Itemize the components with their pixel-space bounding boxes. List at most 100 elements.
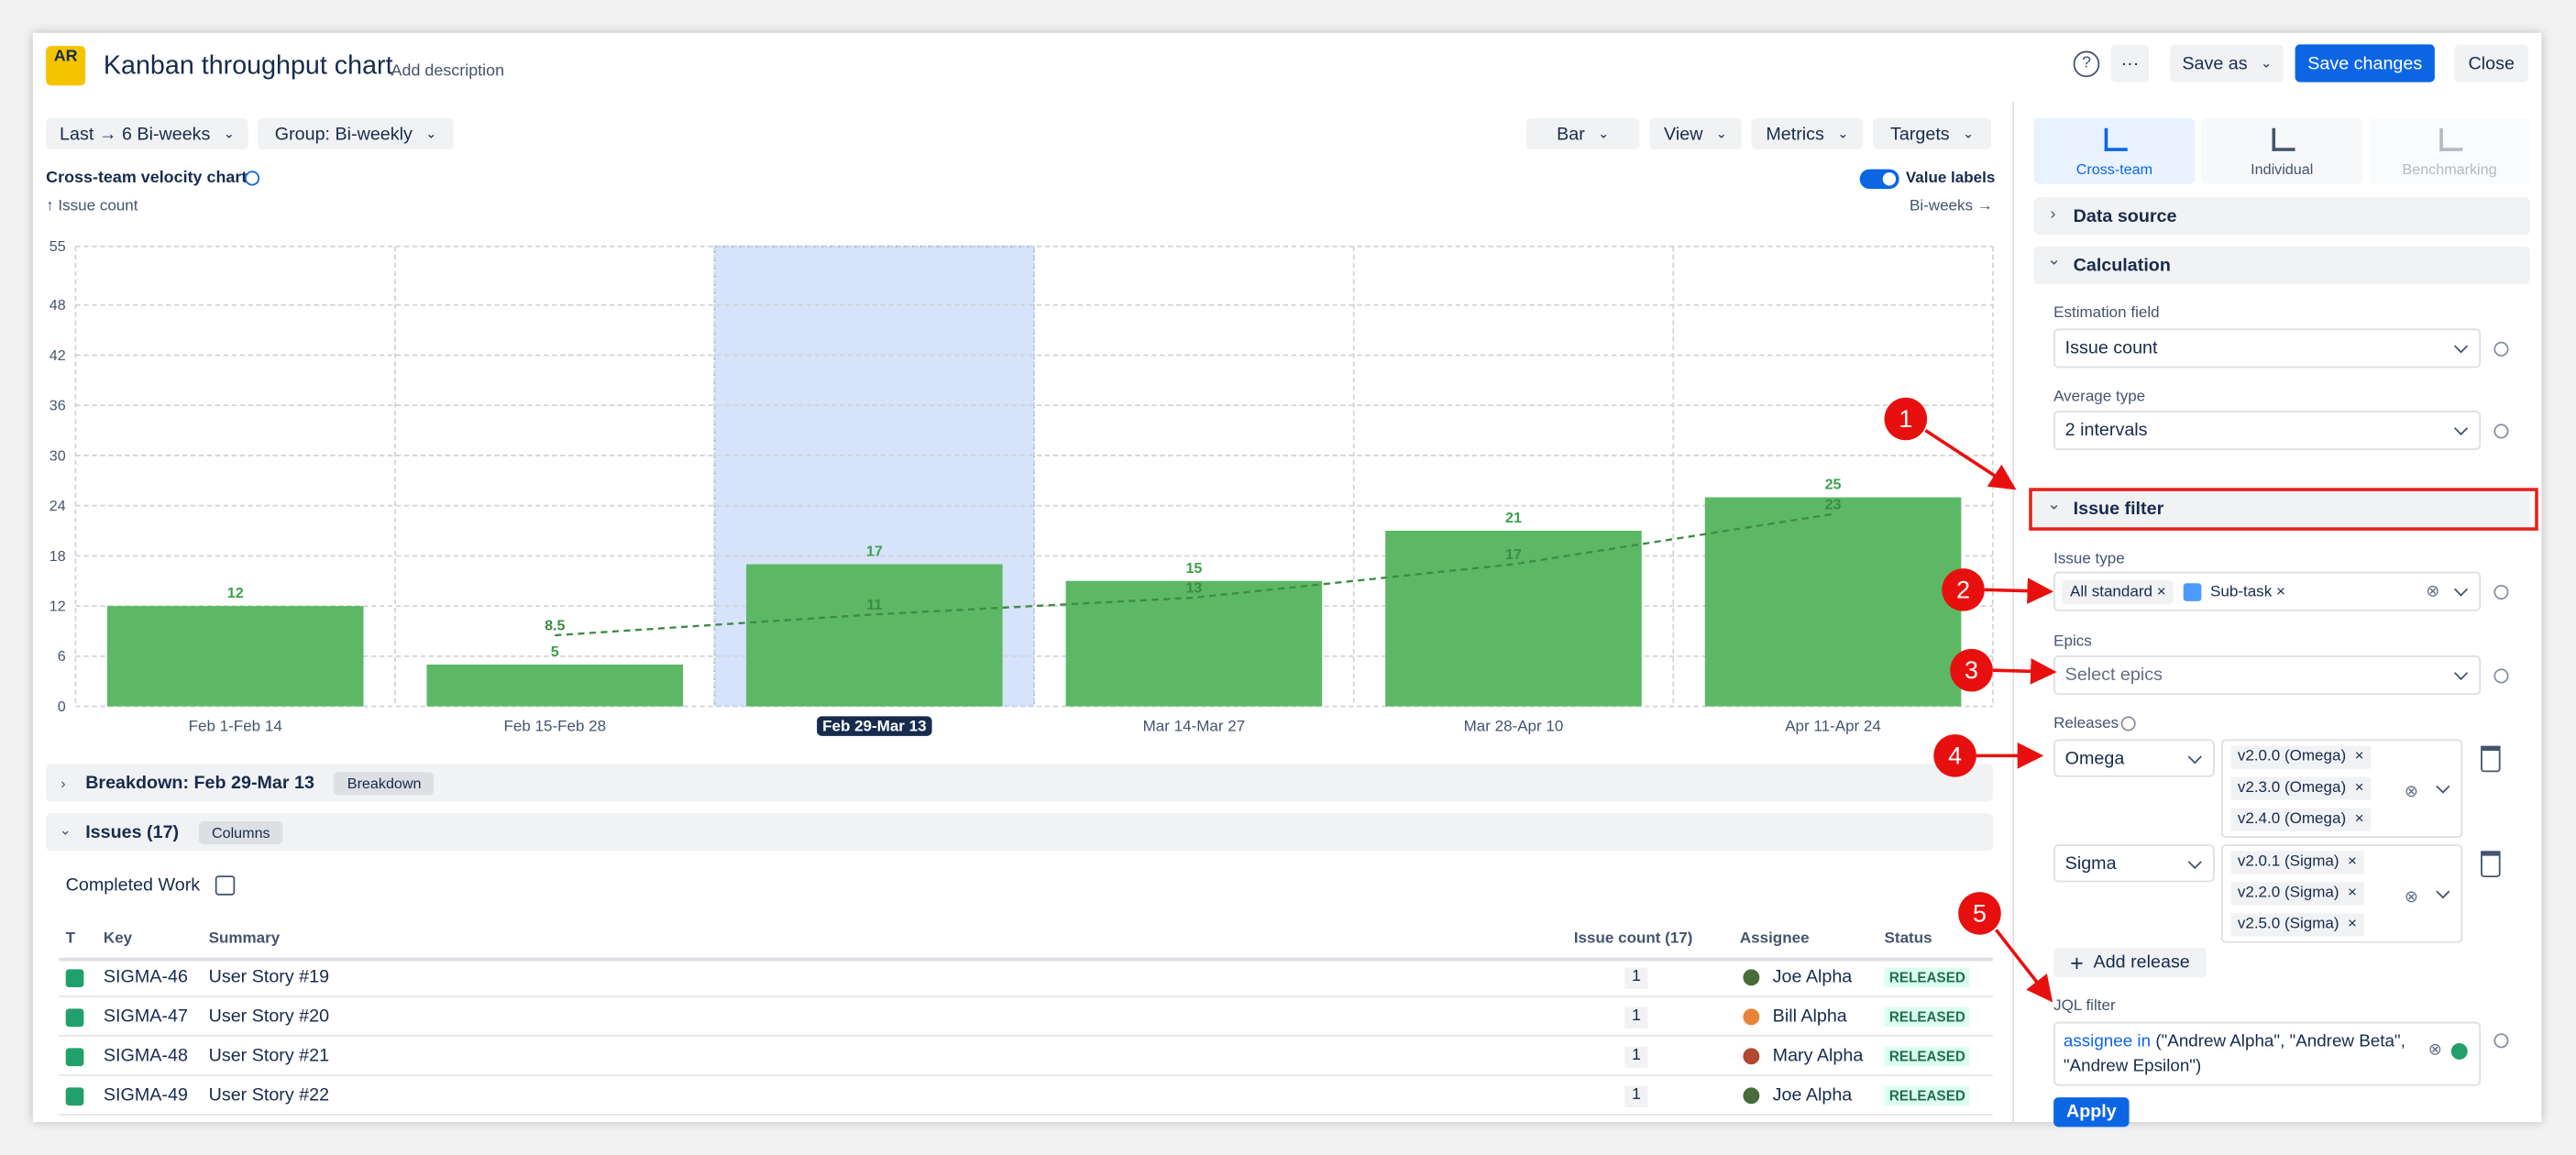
add-release-button[interactable]: + Add release <box>2053 948 2207 978</box>
assignee: Mary Alpha <box>1772 1046 1864 1067</box>
save-as-button[interactable]: Save as ⌄ <box>2170 44 2284 82</box>
y-tick-label: 55 <box>50 238 66 255</box>
chip-label: Sub-task <box>2210 582 2273 601</box>
panel-divider <box>2012 102 2015 1123</box>
issue-type-label: Issue type <box>2053 550 2125 569</box>
issue-count: 1 <box>1624 1046 1648 1068</box>
line-label: 11 <box>866 597 882 613</box>
toolbar-button[interactable]: Group: Bi-weekly ⌄ <box>258 118 454 150</box>
y-tick-label: 24 <box>50 498 66 514</box>
column-header: Status <box>1884 930 1932 949</box>
calculation-section[interactable]: Calculation <box>2033 246 2530 285</box>
toolbar-label: Last → 6 Bi-weeks <box>60 124 211 144</box>
value-label: 15 <box>1185 560 1202 577</box>
estimation-value: Issue count <box>2064 338 2158 358</box>
column-header: Issue count (17) <box>1573 930 1693 949</box>
jql-keyword: assignee in <box>2063 1031 2152 1051</box>
issue-summary[interactable]: User Story #21 <box>208 1046 330 1067</box>
info-icon <box>245 170 260 186</box>
issue-type-icon <box>65 1087 84 1106</box>
delete-icon[interactable] <box>2481 851 2501 877</box>
issue-key[interactable]: SIGMA-47 <box>103 1006 188 1028</box>
assignee: Joe Alpha <box>1772 1085 1853 1106</box>
versions-select[interactable]: v2.0.1 (Sigma) × v2.2.0 (Sigma) × v2.5.0 (… <box>2220 844 2463 943</box>
data-source-section[interactable]: Data source <box>2033 197 2530 236</box>
value-label: 25 <box>1825 477 1842 493</box>
x-axis-label: Bi-weeks → <box>1909 197 1993 215</box>
clear-icon[interactable]: ⊗ <box>2427 1041 2442 1060</box>
toolbar-button[interactable]: Last → 6 Bi-weeks ⌄ <box>46 118 248 150</box>
issue-key[interactable]: SIGMA-46 <box>103 967 188 988</box>
breakdown-bar[interactable]: Breakdown: Feb 29-Mar 13 Breakdown <box>46 764 1993 802</box>
more-button[interactable]: ··· <box>2110 44 2150 82</box>
column-header: Summary <box>208 930 281 949</box>
jql-input[interactable]: assignee in ("Andrew Alpha", "Andrew Bet… <box>2053 1021 2482 1086</box>
assignee: Joe Alpha <box>1772 967 1853 988</box>
columns-button[interactable]: Columns <box>198 820 283 844</box>
version-label: v2.0.1 (Sigma) <box>2237 852 2339 871</box>
issue-key[interactable]: SIGMA-48 <box>103 1046 188 1067</box>
toggle[interactable] <box>1859 169 1899 190</box>
info-icon <box>2493 668 2509 684</box>
issue-summary[interactable]: User Story #22 <box>208 1085 330 1106</box>
line-label: 17 <box>1505 546 1522 563</box>
toolbar-button[interactable]: Targets ⌄ <box>1872 118 1992 150</box>
issue-type-select[interactable]: All standard × Sub-task × ⊗ <box>2053 571 2482 611</box>
x-tick-label: Feb 15-Feb 28 <box>503 717 606 734</box>
issue-filter-section[interactable]: Issue filter <box>2033 490 2530 528</box>
issues-title: Issues (17) <box>85 821 180 842</box>
x-tick-label: Feb 1-Feb 14 <box>189 717 282 734</box>
breakdown-title: Breakdown: Feb 29-Mar 13 <box>85 773 314 793</box>
breakdown-button[interactable]: Breakdown <box>334 771 435 795</box>
epics-select[interactable]: Select epics <box>2053 655 2482 696</box>
toolbar-label: Bar <box>1557 124 1585 144</box>
average-select[interactable]: 2 intervals <box>2053 411 2482 451</box>
x-tick-label: Apr 11-Apr 24 <box>1785 717 1881 734</box>
chevron: ⌄ <box>2046 496 2061 514</box>
issues-bar[interactable]: Issues (17) Columns <box>46 813 1993 852</box>
toolbar-button[interactable]: View ⌄ <box>1649 118 1742 150</box>
row-rule <box>59 1074 1993 1076</box>
info-icon <box>2493 584 2509 600</box>
external-link-icon[interactable] <box>215 875 236 896</box>
y-tick-label: 42 <box>50 347 66 364</box>
bar <box>426 664 684 707</box>
x-tick-label: Mar 14-Mar 27 <box>1143 717 1246 734</box>
line-label: 23 <box>1825 496 1842 512</box>
release-select[interactable]: Sigma <box>2053 844 2215 883</box>
column-header: T <box>65 930 76 949</box>
info-icon <box>2120 716 2136 732</box>
release-select[interactable]: Omega <box>2053 739 2215 777</box>
help-icon[interactable]: ? <box>2073 50 2100 78</box>
version-label: v2.4.0 (Omega) <box>2237 809 2347 829</box>
assignee: Bill Alpha <box>1772 1006 1847 1028</box>
version-chip: v2.2.0 (Sigma) × <box>2230 882 2364 906</box>
avatar <box>1743 1087 1760 1105</box>
info-icon <box>2493 341 2509 357</box>
issue-key[interactable]: SIGMA-49 <box>103 1085 188 1106</box>
jql-label: JQL filter <box>2053 996 2116 1016</box>
issue-type-icon <box>65 969 84 988</box>
logo: AR <box>46 46 86 86</box>
apply-button[interactable]: Apply <box>2053 1097 2130 1128</box>
add-description[interactable]: Add description <box>391 62 505 81</box>
chevron: › <box>61 775 66 792</box>
row-rule <box>59 996 1993 997</box>
issue-summary[interactable]: User Story #20 <box>208 1006 330 1028</box>
toolbar-button[interactable]: Metrics ⌄ <box>1751 118 1864 150</box>
toolbar-button[interactable]: Bar ⌄ <box>1525 118 1640 150</box>
bar <box>746 564 1003 707</box>
versions-select[interactable]: v2.0.0 (Omega) × v2.3.0 (Omega) × v2.4.0 (… <box>2220 739 2463 838</box>
save-changes-button[interactable]: Save changes <box>2295 44 2435 82</box>
y-axis-label: ↑ Issue count <box>46 197 138 215</box>
average-line <box>555 512 1833 637</box>
close-button[interactable]: Close <box>2454 44 2529 82</box>
chip: All standard × <box>2062 578 2174 604</box>
estimation-select[interactable]: Issue count <box>2053 328 2482 368</box>
value-label: 17 <box>866 544 883 560</box>
delete-icon[interactable] <box>2481 745 2501 773</box>
chevron: ⌄ <box>59 821 72 838</box>
valid-icon <box>2450 1042 2468 1060</box>
issue-summary[interactable]: User Story #19 <box>208 967 330 988</box>
